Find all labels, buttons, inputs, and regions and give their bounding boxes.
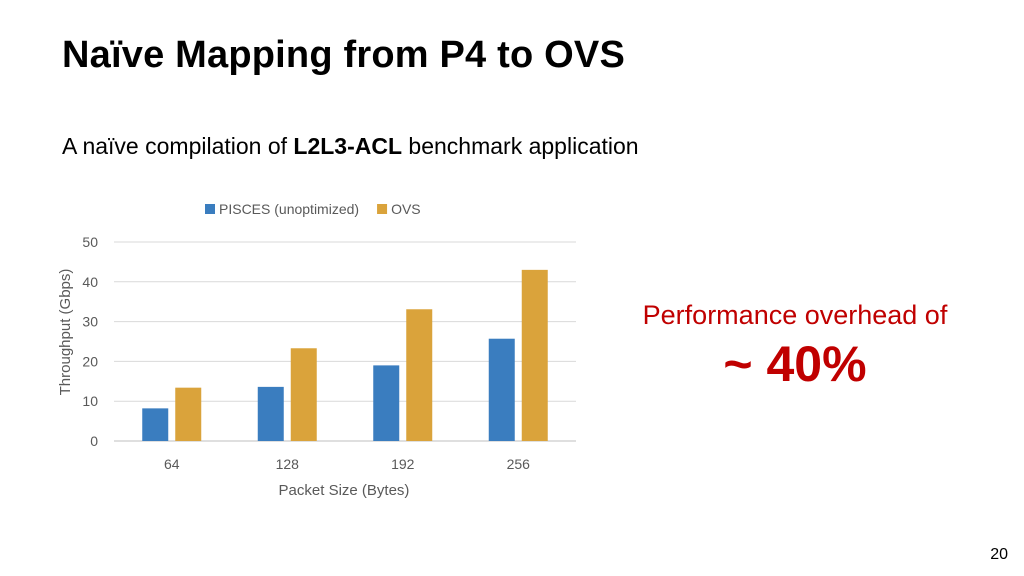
chart-svg: PISCES (unoptimized) OVS 0 10 20 30 40 50 64 12… <box>57 201 576 499</box>
x-tick-label: 256 <box>507 456 531 472</box>
callout-percentage: ~ 40% <box>723 336 867 392</box>
y-tick-label: 0 <box>90 433 98 449</box>
x-tick-label: 128 <box>276 456 300 472</box>
x-axis-ticks: 64 128 192 256 <box>164 456 530 472</box>
chart-bars <box>142 269 548 441</box>
legend-swatch-ovs <box>377 204 388 214</box>
x-tick-label: 64 <box>164 456 180 472</box>
bar-ovs-192 <box>406 309 433 441</box>
slide-title: Naïve Mapping from P4 to OVS <box>62 34 626 76</box>
y-tick-label: 40 <box>82 274 98 290</box>
bar-ovs-128 <box>290 348 317 441</box>
slide-subtitle: A naïve compilation of L2L3-ACL benchmar… <box>62 133 639 160</box>
subtitle-prefix: A naïve compilation of <box>62 133 294 159</box>
y-tick-label: 50 <box>82 234 98 250</box>
bar-ovs-256 <box>521 269 548 441</box>
throughput-chart: PISCES (unoptimized) OVS 0 10 20 30 40 50 64 12… <box>40 190 600 515</box>
legend-label-pisces: PISCES (unoptimized) <box>219 201 359 217</box>
y-tick-label: 20 <box>82 353 98 369</box>
chart-legend: PISCES (unoptimized) OVS <box>205 201 421 217</box>
x-axis-label: Packet Size (Bytes) <box>279 482 410 499</box>
bar-pisces-192 <box>373 365 400 441</box>
callout-text: Performance overhead of <box>642 300 948 330</box>
y-tick-label: 10 <box>82 393 98 409</box>
x-tick-label: 192 <box>391 456 415 472</box>
y-axis-label: Throughput (Gbps) <box>57 269 74 396</box>
bar-pisces-128 <box>257 386 284 441</box>
bar-pisces-256 <box>488 338 515 441</box>
subtitle-suffix: benchmark application <box>402 133 639 159</box>
y-tick-label: 30 <box>82 314 98 330</box>
legend-swatch-pisces <box>205 204 215 214</box>
performance-callout: Performance overhead of ~ 40% <box>600 300 990 393</box>
y-axis-ticks: 0 10 20 30 40 50 <box>82 234 98 449</box>
subtitle-benchmark-name: L2L3-ACL <box>293 133 403 159</box>
legend-label-ovs: OVS <box>391 201 421 217</box>
bar-pisces-64 <box>142 408 169 441</box>
slide-number: 20 <box>990 546 1008 563</box>
bar-ovs-64 <box>175 387 202 441</box>
